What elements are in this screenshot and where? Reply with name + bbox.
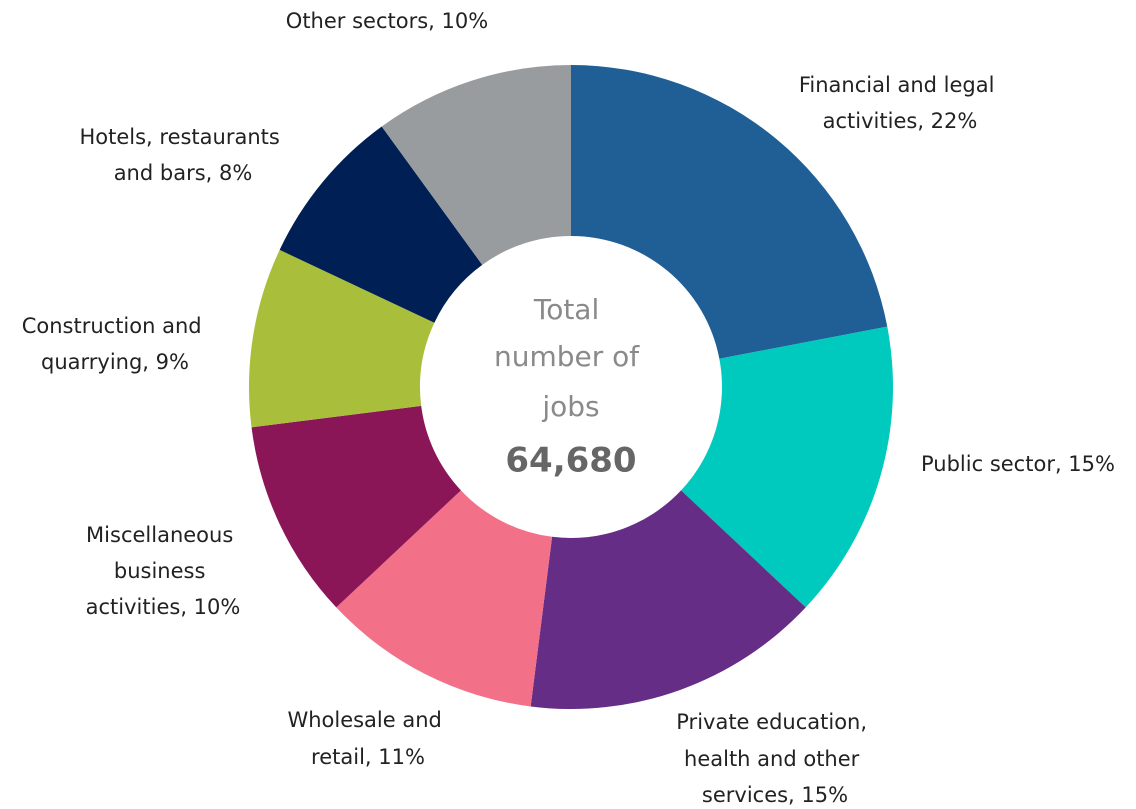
slice (530, 490, 806, 709)
slice-label: Miscellaneous business activities, 10% (86, 523, 241, 619)
total-label: 64,680 (505, 441, 636, 481)
slice (336, 490, 553, 707)
slice-label: Wholesale and retail, 11% (287, 708, 448, 769)
slice (248, 249, 435, 428)
slice-label: Hotels, restaurants and bars, 8% (79, 125, 286, 185)
slice-label: Other sectors, 10% (286, 9, 488, 33)
slice (681, 326, 893, 608)
slice (381, 65, 571, 265)
slices (248, 65, 893, 709)
slice (571, 65, 888, 359)
slice (251, 405, 461, 608)
slice-label: Public sector, 15% (921, 452, 1115, 476)
slice-label: Private education, health and other serv… (676, 710, 873, 807)
slice (279, 126, 483, 323)
center-text: Total number of jobs (494, 293, 648, 423)
slice-label: Construction and quarrying, 9% (22, 314, 209, 374)
slice-label: Financial and legal activities, 22% (799, 73, 1001, 133)
